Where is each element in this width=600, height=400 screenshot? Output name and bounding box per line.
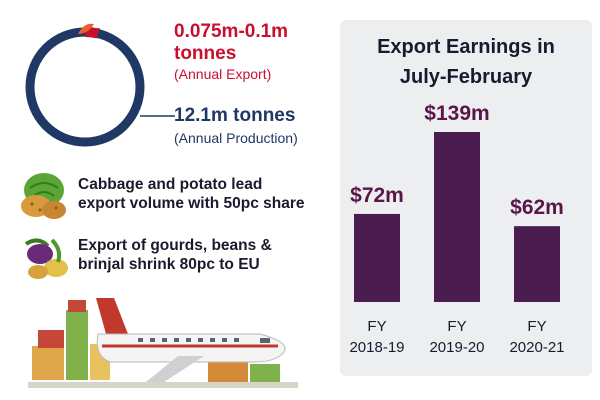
bar-value-label: $139m [424, 102, 490, 125]
bar [354, 213, 400, 302]
x-tick-line: 2020-21 [509, 339, 565, 356]
chart-title: Export Earnings in July-February [340, 32, 592, 92]
fact-line: Cabbage and potato lead [78, 176, 263, 193]
x-tick-line: FY [527, 318, 547, 335]
bar-chart [354, 132, 560, 302]
export-earnings-panel: Export Earnings in July-February $72m FY 2… [340, 20, 592, 376]
leaf-icon [78, 23, 94, 34]
x-tick-label: FY 2019-20 [422, 316, 492, 358]
x-tick-line: FY [447, 318, 467, 335]
fact-cabbage-potato: Cabbage and potato lead export volume wi… [78, 175, 305, 213]
export-caption: (Annual Export) [174, 66, 272, 82]
fact-line: brinjal shrink 80pc to EU [78, 256, 260, 273]
production-caption: (Annual Production) [174, 130, 298, 146]
crate-stack [32, 346, 64, 380]
x-tick-label: FY 2018-19 [342, 316, 412, 358]
x-tick-line: 2018-19 [349, 339, 405, 356]
eggplant-beans-icon [24, 238, 68, 279]
chart-title-line: July-February [399, 66, 533, 88]
bar-value-label: $72m [350, 183, 404, 207]
plane-tail [96, 298, 128, 334]
bar [514, 226, 560, 302]
fact-line: export volume with 50pc share [78, 195, 305, 212]
cargo-plane-illustration [28, 298, 298, 388]
chart-title-line: Export Earnings in [377, 36, 555, 58]
fact-line: Export of gourds, beans & [78, 237, 272, 254]
fact-gourds-beans: Export of gourds, beans & brinjal shrink… [78, 236, 272, 274]
callout-lines [83, 28, 175, 117]
x-tick-label: FY 2020-21 [502, 316, 572, 358]
export-unit: tonnes [174, 43, 237, 64]
bar [434, 132, 480, 302]
production-value: 12.1m tonnes [174, 105, 296, 126]
x-tick-line: FY [367, 318, 387, 335]
export-value: 0.075m-0.1m [174, 21, 289, 42]
x-tick-line: 2019-20 [429, 339, 485, 356]
bar-value-label: $62m [510, 196, 564, 220]
cabbage-potato-icon [21, 173, 66, 219]
